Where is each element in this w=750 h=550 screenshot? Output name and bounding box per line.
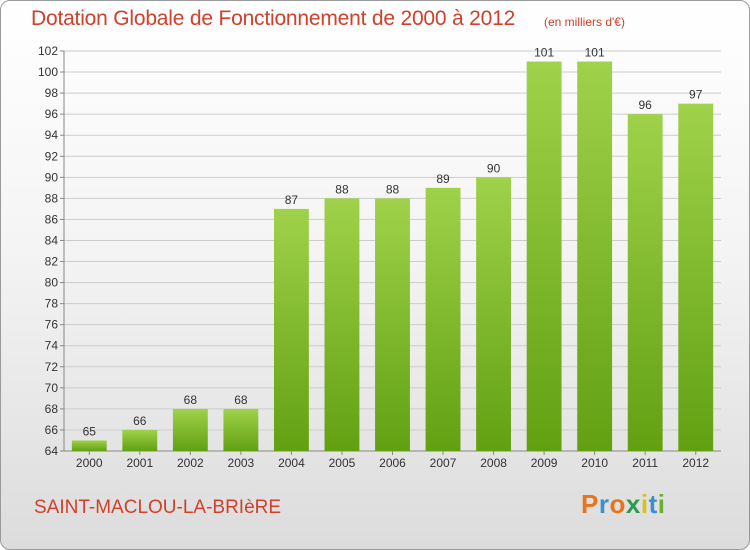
x-tick-label: 2000 xyxy=(76,456,103,470)
bar-2007 xyxy=(425,187,461,451)
x-tick-label: 2008 xyxy=(480,456,507,470)
bar-2003 xyxy=(223,408,259,451)
bar-value-label: 97 xyxy=(689,88,703,102)
bar-2012 xyxy=(678,103,714,451)
logo-letter: P xyxy=(581,489,599,519)
bar-value-label: 68 xyxy=(234,393,248,407)
bar-2000 xyxy=(71,440,107,451)
logo-letter: i xyxy=(640,489,649,519)
bar-value-label: 87 xyxy=(285,193,299,207)
logo-letter: o xyxy=(609,489,626,519)
bar-2006 xyxy=(375,198,410,451)
proxiti-logo[interactable]: Proxiti xyxy=(581,489,665,520)
logo-letter: i xyxy=(657,489,666,519)
bar-2008 xyxy=(476,177,512,451)
y-tick-label: 64 xyxy=(45,444,59,458)
commune-name: SAINT-MACLOU-LA-BRIèRE xyxy=(34,497,282,518)
y-tick-label: 90 xyxy=(45,170,59,184)
bar-2011 xyxy=(627,114,663,451)
x-tick-label: 2011 xyxy=(632,456,658,470)
y-tick-label: 96 xyxy=(45,107,59,121)
labels: 64 66 68 70 72 74 76 78 80 82 84 86 88 90 92 94 96 98 100 1… xyxy=(38,44,709,470)
y-tick-label: 98 xyxy=(45,86,59,100)
bars xyxy=(71,61,714,452)
logo-letter: r xyxy=(598,489,610,519)
bar-value-label: 96 xyxy=(639,98,653,112)
bar-value-label: 68 xyxy=(184,393,198,407)
y-tick-label: 88 xyxy=(45,191,59,205)
bar-value-label: 101 xyxy=(534,46,554,60)
x-tick-label: 2007 xyxy=(430,456,457,470)
y-tick-label: 68 xyxy=(45,402,59,416)
x-tick-label: 2012 xyxy=(682,456,709,470)
chart-unit-label: (en milliers d'€) xyxy=(544,15,625,29)
bar-value-label: 88 xyxy=(335,182,349,196)
bar-value-label: 88 xyxy=(386,182,400,196)
x-tick-label: 2009 xyxy=(531,456,558,470)
y-tick-label: 84 xyxy=(45,233,59,247)
bar-2002 xyxy=(172,408,208,451)
logo-letter: x xyxy=(625,489,641,519)
y-tick-label: 94 xyxy=(45,128,59,142)
bar-2010 xyxy=(577,61,613,452)
bar-value-label: 89 xyxy=(436,172,450,186)
x-tick-label: 2006 xyxy=(379,456,406,470)
y-tick-label: 92 xyxy=(45,149,59,163)
bar-2009 xyxy=(526,61,562,452)
bar-2004 xyxy=(273,208,309,451)
bar-value-label: 65 xyxy=(83,424,97,438)
y-tick-label: 80 xyxy=(45,276,59,290)
bar-value-label: 66 xyxy=(133,414,147,428)
logo-letter: t xyxy=(648,489,658,519)
y-tick-label: 76 xyxy=(45,318,59,332)
y-tick-label: 74 xyxy=(45,339,59,353)
y-tick-label: 70 xyxy=(45,381,59,395)
bar-value-label: 101 xyxy=(585,46,605,60)
x-tick-label: 2002 xyxy=(177,456,204,470)
bar-2005 xyxy=(324,198,360,451)
x-tick-label: 2004 xyxy=(278,456,305,470)
bar-2001 xyxy=(122,429,158,451)
x-tick-label: 2001 xyxy=(126,456,153,470)
y-tick-label: 72 xyxy=(45,360,59,374)
chart-title: Dotation Globale de Fonctionnement de 20… xyxy=(31,7,516,30)
y-tick-label: 100 xyxy=(38,65,58,79)
x-tick-label: 2010 xyxy=(581,456,608,470)
y-tick-label: 78 xyxy=(45,297,59,311)
bar-value-label: 90 xyxy=(487,161,501,175)
y-tick-label: 66 xyxy=(45,423,59,437)
x-tick-label: 2003 xyxy=(228,456,255,470)
x-tick-label: 2005 xyxy=(329,456,356,470)
y-tick-label: 102 xyxy=(38,44,58,58)
y-tick-label: 82 xyxy=(45,255,59,269)
y-tick-label: 86 xyxy=(45,212,59,226)
